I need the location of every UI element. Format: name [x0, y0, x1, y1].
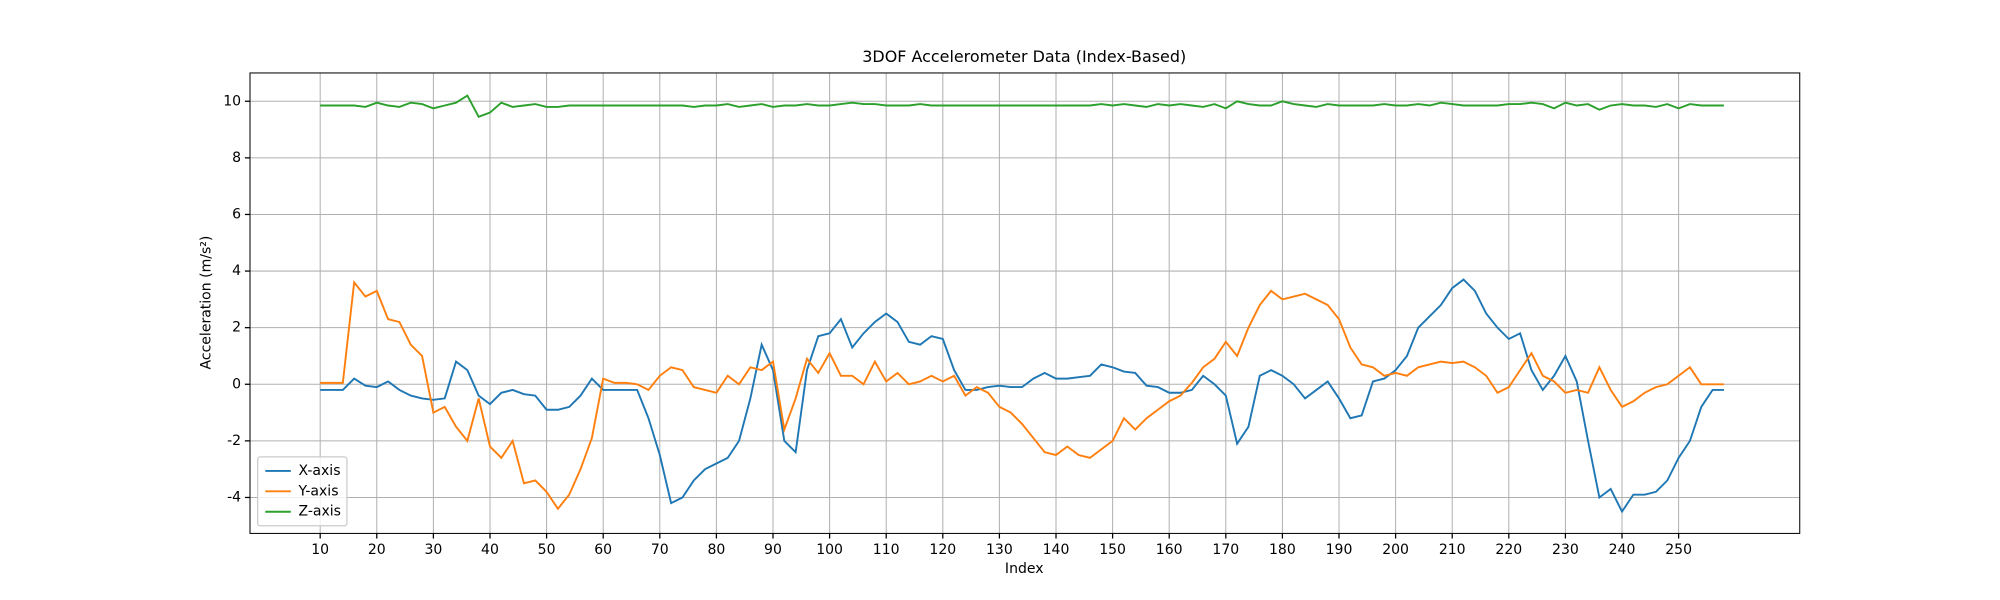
x-tick-label: 40	[481, 542, 499, 558]
y-tick-label: 4	[232, 263, 241, 279]
y-tick-label: 8	[232, 150, 241, 166]
x-tick-label: 70	[651, 542, 669, 558]
y-tick-label: 2	[232, 320, 241, 336]
x-axis-label: Index	[1005, 561, 1044, 577]
x-tick-label: 180	[1269, 542, 1296, 558]
x-tick-label: 60	[594, 542, 612, 558]
x-tick-label: 170	[1212, 542, 1239, 558]
x-tick-label: 250	[1665, 542, 1692, 558]
chart-title: 3DOF Accelerometer Data (Index-Based)	[862, 47, 1186, 66]
y-tick-label: 10	[223, 93, 241, 109]
x-tick-label: 210	[1439, 542, 1466, 558]
x-tick-label: 230	[1552, 542, 1579, 558]
x-tick-label: 190	[1326, 542, 1353, 558]
x-tick-label: 30	[424, 542, 442, 558]
y-tick-label: 6	[232, 206, 241, 222]
y-tick-label: 0	[232, 376, 241, 392]
x-tick-label: 150	[1099, 542, 1126, 558]
legend-label: X-axis	[298, 463, 340, 479]
legend: X-axis Y-axis Z-axis	[257, 456, 348, 527]
legend-label: Y-axis	[297, 483, 338, 499]
x-tick-label: 120	[929, 542, 956, 558]
x-tick-label: 140	[1043, 542, 1070, 558]
x-tick-label: 80	[707, 542, 725, 558]
series-line	[320, 94, 1724, 119]
plot-frame	[249, 72, 1801, 534]
x-tick-label: 200	[1382, 542, 1409, 558]
x-tick-label: 100	[816, 542, 843, 558]
x-tick-label: 110	[873, 542, 900, 558]
legend-box	[257, 456, 348, 527]
legend-label: Z-axis	[298, 504, 341, 520]
series-line	[320, 278, 1724, 514]
y-axis-label: Acceleration (m/s²)	[199, 236, 215, 370]
x-tick-label: 90	[764, 542, 782, 558]
y-tick-label: -2	[227, 433, 241, 449]
x-tick-label: 10	[311, 542, 329, 558]
x-tick-label: 130	[986, 542, 1013, 558]
x-tick-label: 240	[1609, 542, 1636, 558]
x-tick-label: 50	[538, 542, 556, 558]
series-line	[320, 279, 1724, 511]
y-tick-label: -4	[227, 489, 241, 505]
x-tick-label: 20	[368, 542, 386, 558]
x-tick-label: 160	[1156, 542, 1183, 558]
x-tick-label: 220	[1495, 542, 1522, 558]
